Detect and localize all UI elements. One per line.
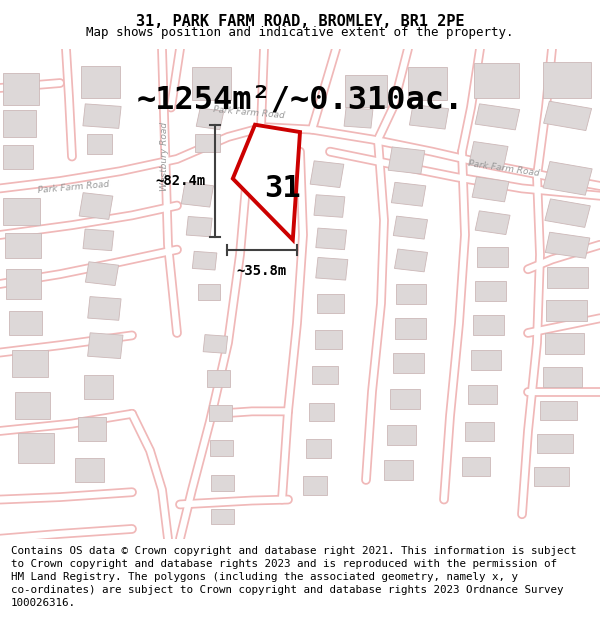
Bar <box>465 422 494 441</box>
Bar <box>6 269 41 299</box>
Bar <box>312 366 338 384</box>
Bar <box>3 198 40 225</box>
Bar <box>475 104 520 130</box>
Bar <box>203 334 227 353</box>
Text: ~82.4m: ~82.4m <box>155 174 206 188</box>
Bar <box>537 434 573 453</box>
Bar <box>471 350 501 370</box>
Bar <box>390 389 420 409</box>
Bar <box>9 311 42 336</box>
Bar <box>344 107 373 128</box>
Bar <box>12 350 48 377</box>
Bar <box>3 110 36 137</box>
Bar <box>475 211 510 234</box>
Bar <box>192 67 231 100</box>
Text: Park Farm Road: Park Farm Road <box>37 179 109 194</box>
Polygon shape <box>233 125 300 240</box>
Bar <box>88 332 123 359</box>
Bar <box>186 216 212 237</box>
Text: Map shows position and indicative extent of the property.: Map shows position and indicative extent… <box>86 26 514 39</box>
Bar <box>78 418 106 441</box>
Bar <box>81 66 120 98</box>
Bar <box>462 458 490 476</box>
Bar <box>393 216 428 239</box>
Bar <box>84 374 113 399</box>
Bar <box>75 458 104 482</box>
Bar <box>409 104 449 129</box>
Bar <box>88 297 121 320</box>
Bar <box>393 352 424 373</box>
Bar <box>195 134 220 152</box>
Bar <box>316 228 347 249</box>
Bar <box>473 315 504 336</box>
Text: Contains OS data © Crown copyright and database right 2021. This information is : Contains OS data © Crown copyright and d… <box>11 546 576 609</box>
Bar <box>83 104 121 128</box>
Bar <box>196 108 224 130</box>
Bar <box>394 249 428 272</box>
Bar <box>387 425 416 444</box>
Bar <box>543 161 592 195</box>
Bar <box>546 300 587 321</box>
Bar <box>309 402 334 421</box>
Bar <box>87 134 112 154</box>
Bar <box>540 401 577 420</box>
Bar <box>83 229 114 251</box>
Bar <box>3 145 33 169</box>
Bar <box>395 318 426 339</box>
Bar <box>181 182 214 207</box>
Bar <box>306 439 331 458</box>
Bar <box>210 440 233 456</box>
Text: ~35.8m: ~35.8m <box>237 264 287 278</box>
Text: ~1254m²/~0.310ac.: ~1254m²/~0.310ac. <box>136 85 464 116</box>
Bar <box>477 248 508 267</box>
Bar <box>207 370 230 387</box>
Bar <box>5 233 41 259</box>
Bar <box>475 281 506 301</box>
Bar <box>474 64 519 98</box>
Bar <box>3 73 39 105</box>
Bar <box>316 258 348 280</box>
Bar <box>345 75 387 107</box>
Bar <box>211 509 234 524</box>
Bar <box>310 161 344 188</box>
Text: Westbury Road: Westbury Road <box>160 122 169 191</box>
Bar <box>472 177 509 202</box>
Text: 31: 31 <box>263 174 301 203</box>
Bar <box>545 333 584 354</box>
Bar <box>18 433 54 462</box>
Bar <box>315 330 342 349</box>
Bar <box>545 199 590 228</box>
Bar <box>534 468 569 486</box>
Bar <box>193 251 217 270</box>
Bar <box>543 368 582 387</box>
Bar <box>391 182 426 206</box>
Bar <box>303 476 327 494</box>
Bar <box>469 141 508 169</box>
Bar <box>79 192 113 219</box>
Bar <box>544 101 592 131</box>
Bar <box>209 405 232 421</box>
Bar <box>545 232 590 258</box>
Text: 31, PARK FARM ROAD, BROMLEY, BR1 2PE: 31, PARK FARM ROAD, BROMLEY, BR1 2PE <box>136 14 464 29</box>
Bar <box>317 294 344 313</box>
Bar <box>314 195 345 218</box>
Bar <box>388 147 425 174</box>
Bar <box>85 262 119 286</box>
Text: Park Farm Road: Park Farm Road <box>468 159 541 178</box>
Bar <box>198 284 220 299</box>
Bar <box>408 67 447 100</box>
Bar <box>211 475 234 491</box>
Bar <box>384 461 413 480</box>
Bar <box>547 268 588 288</box>
Bar <box>15 392 50 419</box>
Bar <box>468 386 497 404</box>
Bar <box>543 62 591 98</box>
Bar <box>396 284 426 304</box>
Text: Park Farm Road: Park Farm Road <box>213 104 285 120</box>
